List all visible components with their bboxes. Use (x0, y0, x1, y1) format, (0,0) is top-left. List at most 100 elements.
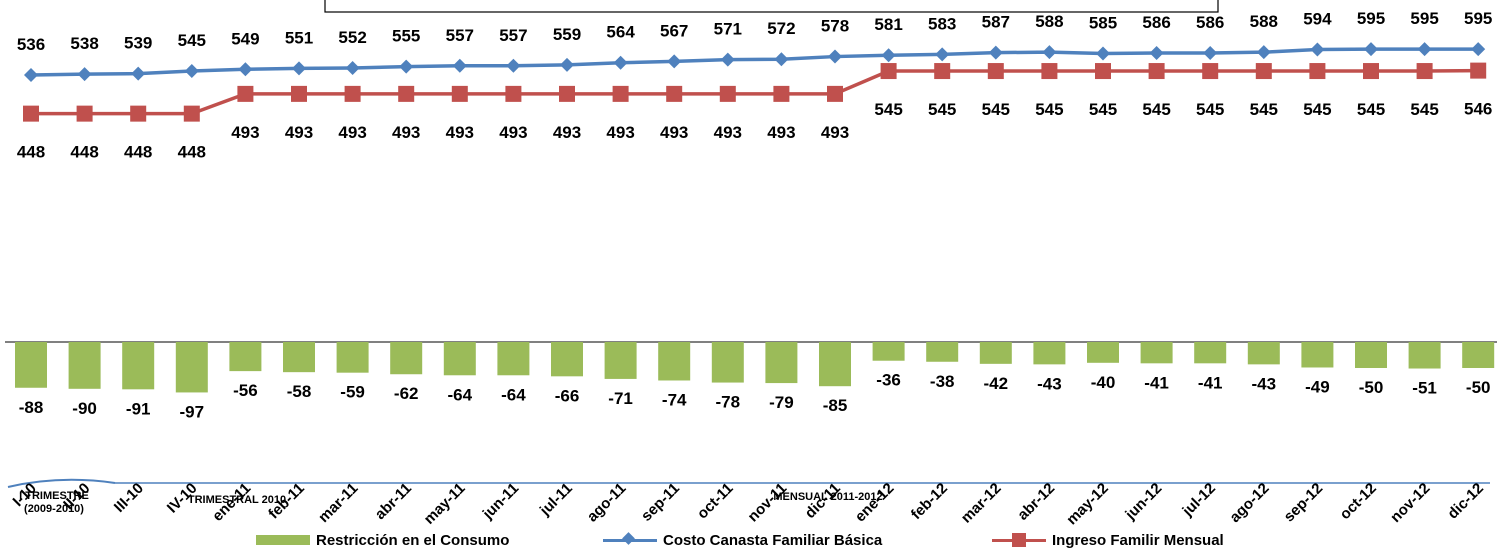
restriction-value-label: -66 (555, 386, 580, 405)
ingreso-marker (773, 85, 790, 102)
costo-value-label: 549 (231, 29, 259, 48)
restriction-value-label: -42 (984, 374, 1009, 393)
ingreso-value-label: 545 (1035, 100, 1063, 119)
category-tick-label: abr-12 (1014, 480, 1058, 524)
category-tick-label: jul-11 (536, 480, 576, 520)
group-label-trimestre-2009-2010: I TRIMESTRE (2009-2010) (19, 490, 89, 515)
ingreso-marker (1095, 63, 1111, 80)
ingreso-marker (934, 63, 951, 80)
ingreso-value-label: 545 (874, 100, 902, 119)
restriction-bar-III-10 (122, 342, 155, 390)
ingreso-marker (76, 105, 93, 122)
costo-value-label: 588 (1250, 12, 1278, 31)
restriction-value-label: -38 (930, 372, 955, 391)
series-lines (30, 47, 1479, 116)
restriction-value-label: -78 (716, 393, 741, 412)
category-tick-label: sep-11 (638, 480, 683, 525)
costo-value-label: 564 (606, 23, 635, 42)
ingreso-value-label: 545 (1357, 100, 1385, 119)
legend-label-restriccion: Restricción en el Consumo (316, 531, 510, 549)
costo-marker (345, 60, 360, 75)
ingreso-value-label: 493 (338, 123, 366, 142)
restriction-bar-may-11 (443, 342, 476, 376)
legend-label-ingreso: Ingreso Familir Mensual (1052, 531, 1224, 549)
ingreso-value-label: 493 (767, 123, 795, 142)
ingreso-marker (1202, 63, 1219, 80)
category-tick-label: ago-12 (1226, 480, 1272, 526)
ingreso-marker (1363, 63, 1379, 80)
ingreso-marker (183, 105, 200, 122)
ingreso-line (31, 68, 1479, 116)
restriction-bar-nov-11 (765, 342, 798, 384)
ingreso-value-label: 493 (231, 123, 259, 142)
series-data-labels: 536 538 539 545 549 551 552 555 557 557 559 564 567 5… (17, 9, 1493, 162)
restriction-bar-IV-10 (175, 342, 208, 393)
restriction-bar-ene-11 (229, 342, 262, 372)
costo-value-label: 586 (1142, 13, 1170, 32)
costo-marker (828, 49, 842, 64)
restriction-bar-I-10 (15, 342, 47, 388)
costo-value-label: 595 (1464, 9, 1492, 28)
restriction-bar-feb-12 (926, 342, 959, 362)
ingreso-value-label: 493 (821, 123, 849, 142)
ingreso-marker (130, 105, 147, 122)
ingreso-marker (612, 85, 629, 102)
costo-marker (1256, 45, 1271, 60)
restriction-bar-dic-11 (819, 342, 851, 387)
ingreso-value-label: 493 (446, 123, 474, 142)
costo-value-label: 557 (499, 26, 527, 45)
ingreso-value-label: 493 (499, 123, 527, 142)
restriction-value-label: -43 (1252, 374, 1277, 393)
costo-value-label: 539 (124, 34, 152, 53)
category-tick-label: oct-12 (1337, 480, 1380, 523)
restriction-value-label: -41 (1144, 373, 1169, 392)
costo-marker (292, 61, 306, 76)
costo-value-label: 538 (70, 34, 98, 53)
costo-value-label: 585 (1089, 13, 1117, 32)
ingreso-value-label: 493 (553, 123, 581, 142)
ingreso-marker (987, 63, 1004, 80)
ingreso-marker (1255, 63, 1272, 80)
costo-marker (1364, 42, 1378, 57)
restriction-value-label: -90 (72, 399, 97, 418)
restriction-value-label: -58 (287, 382, 312, 401)
ingreso-value-label: 448 (178, 143, 206, 162)
restriction-value-label: -51 (1412, 379, 1437, 398)
costo-value-label: 581 (874, 15, 902, 34)
restriction-value-label: -36 (876, 371, 901, 390)
costo-marker (1417, 42, 1432, 57)
restriction-bar-jul-11 (551, 342, 583, 377)
ingreso-value-label: 493 (714, 123, 742, 142)
costo-marker (131, 66, 146, 81)
costo-line (30, 47, 1479, 77)
restriction-value-label: -49 (1305, 377, 1330, 396)
restriction-value-label: -41 (1198, 373, 1223, 392)
costo-marker (613, 55, 628, 70)
ingreso-marker (1148, 63, 1165, 80)
costo-marker (399, 59, 414, 74)
restriction-bar-dic-12 (1462, 342, 1495, 368)
ingreso-marker (237, 85, 254, 102)
restriction-value-label: -64 (501, 385, 526, 404)
ingreso-value-label: 545 (982, 100, 1010, 119)
ingreso-marker (666, 85, 683, 102)
category-tick-label: III-10 (111, 480, 147, 516)
ingreso-value-label: 493 (392, 123, 420, 142)
category-tick-label: ago-11 (584, 480, 630, 526)
costo-marker (1096, 46, 1110, 61)
costo-marker (988, 45, 1003, 60)
restriction-value-label: -59 (340, 383, 365, 402)
costo-value-label: 555 (392, 27, 420, 46)
restriction-bar-ago-12 (1247, 342, 1280, 365)
costo-value-label: 595 (1410, 9, 1438, 28)
costo-value-label: 567 (660, 21, 688, 40)
category-tick-label: jul-12 (1179, 480, 1219, 520)
restriction-bar-sep-11 (658, 342, 691, 381)
ingreso-value-label: 448 (124, 143, 152, 162)
restriction-bar-oct-11 (711, 342, 744, 383)
legend-swatch-costo (603, 532, 657, 547)
restriction-bar-ene-12 (872, 342, 905, 361)
costo-value-label: 588 (1035, 12, 1063, 31)
category-tick-label: mar-12 (958, 480, 1005, 527)
